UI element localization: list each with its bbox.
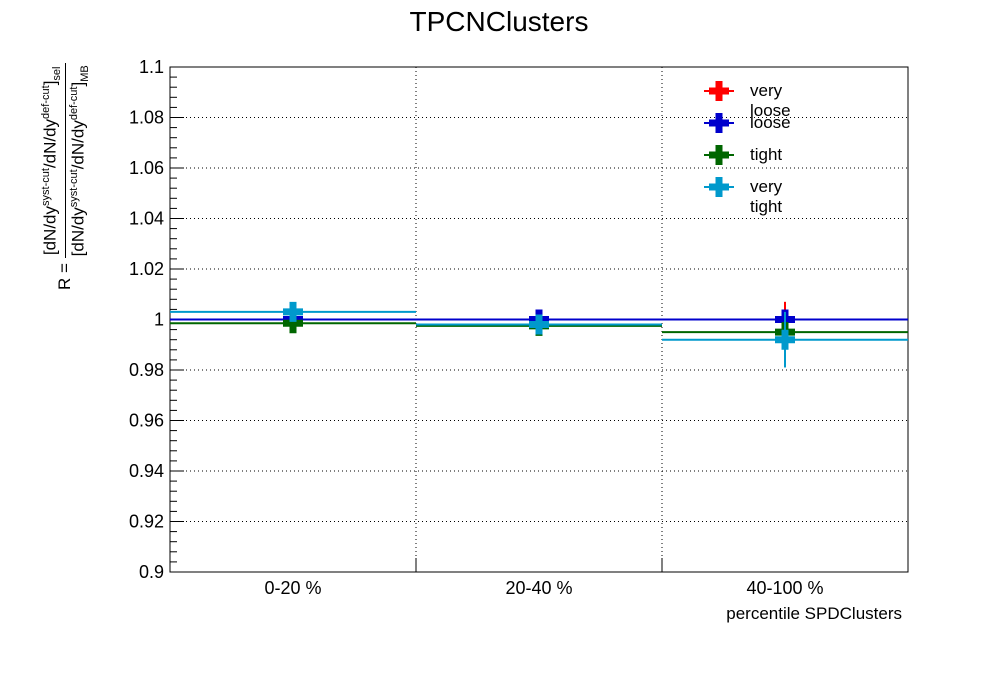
y-tick-label: 1.08	[129, 108, 164, 128]
legend-cross	[709, 81, 729, 101]
x-tick-label: 0-20 %	[264, 578, 321, 598]
chart-title: TPCNClusters	[409, 6, 589, 37]
y-tick-label: 0.9	[139, 562, 164, 582]
y-tick-label: 1.04	[129, 209, 164, 229]
series-very-tight-marker	[529, 314, 549, 335]
x-tick-label: 20-40 %	[505, 578, 572, 598]
y-tick-label: 0.94	[129, 461, 164, 481]
legend-cross	[709, 177, 729, 197]
y-tick-label: 1	[154, 310, 164, 330]
legend-marker-very-loose	[704, 81, 734, 101]
y-tick-label: 0.98	[129, 360, 164, 380]
series-very-tight-marker	[283, 301, 303, 322]
legend-marker-very-tight	[704, 177, 734, 197]
series-very-tight-marker	[775, 329, 795, 350]
y-tick-label: 0.96	[129, 411, 164, 431]
legend-marker-loose	[704, 113, 734, 133]
x-axis-label: percentile SPDClusters	[726, 604, 902, 623]
y-tick-label: 0.92	[129, 512, 164, 532]
legend-label-loose: loose	[750, 113, 791, 132]
y-tick-label: 1.06	[129, 158, 164, 178]
x-tick-label: 40-100 %	[746, 578, 823, 598]
legend-marker-tight	[704, 145, 734, 165]
legend-label-very-tight: very tight	[750, 177, 783, 216]
y-axis-label: R = [dN/dysyst-cut/dN/dydef-cut]sel [dN/…	[40, 63, 91, 290]
y-tick-label: 1.02	[129, 259, 164, 279]
y-axis-label-denominator: [dN/dysyst-cut/dN/dydef-cut]MB	[68, 65, 92, 257]
legend-label-tight: tight	[750, 145, 783, 164]
series-tight-marker	[283, 313, 303, 334]
y-axis-label-prefix: R =	[55, 258, 75, 290]
y-axis-label-numerator: [dN/dysyst-cut/dN/dydef-cut]sel	[40, 63, 67, 259]
legend-label-very-loose: very loose	[750, 81, 791, 120]
y-axis-label-fraction: [dN/dysyst-cut/dN/dydef-cut]sel [dN/dysy…	[40, 63, 92, 259]
y-tick-label: 1.1	[139, 57, 164, 77]
legend-cross	[709, 113, 729, 133]
legend-cross	[709, 145, 729, 165]
